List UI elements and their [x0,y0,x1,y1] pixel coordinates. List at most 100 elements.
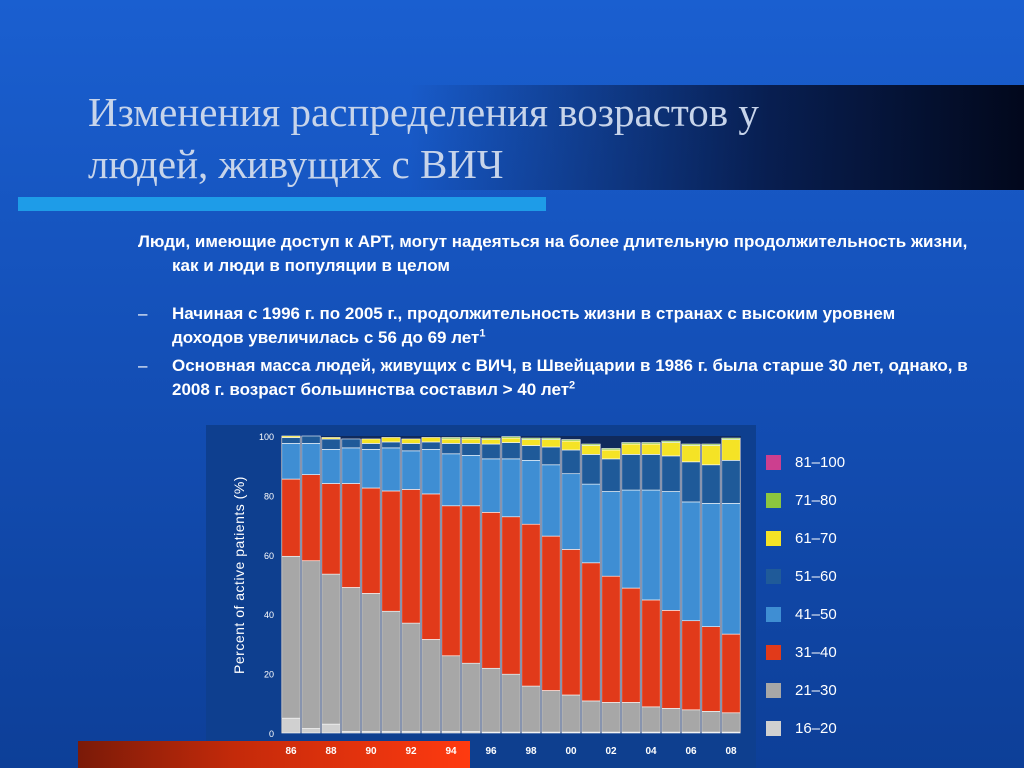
bar-segment [522,446,540,461]
x-tick-label: 96 [485,746,497,757]
bar-segment [682,621,700,710]
bar-segment [462,439,480,443]
legend-label: 21–30 [795,682,837,699]
legend-swatch [766,645,781,660]
bar-segment [602,702,620,732]
bar-segment [522,440,540,446]
bar-segment [642,454,660,490]
bar-segment [442,437,460,438]
x-tick-label: 90 [365,746,377,757]
bar-segment [562,441,580,450]
bar-segment [502,437,520,438]
bar-segment [562,549,580,695]
bar-segment [722,503,740,634]
x-tick-label: 06 [685,746,697,757]
bar-segment [722,634,740,713]
bar-segment [322,484,340,575]
bar-segment [682,710,700,732]
x-tick-label: 02 [605,746,617,757]
bar-segment [342,587,360,731]
bar-segment [662,708,680,732]
bar-segment [662,492,680,611]
bar-segment [542,438,560,439]
bar-segment [422,437,440,441]
x-tick-label: 86 [285,746,297,757]
bar-segment [402,623,420,731]
bar-segment [322,724,340,733]
bar-segment [322,449,340,483]
bar-segment [482,444,500,459]
bar-segment [582,454,600,484]
bar-segment [562,474,580,550]
bar-segment [622,702,640,732]
bar-segment [382,611,400,731]
legend-label: 51–60 [795,568,837,585]
bar-segment [422,442,440,449]
bar-segment [722,713,740,732]
legend-swatch [766,531,781,546]
bar-segment [382,448,400,491]
y-tick-label: 80 [264,491,274,501]
bar-segment [342,448,360,484]
legend-item: 21–30 [766,671,845,709]
bar-segment [422,639,440,731]
bar-segment [462,506,480,663]
legend-label: 41–50 [795,606,837,623]
bar-segment [402,439,420,443]
bar-segment [622,443,640,444]
bar-segment [362,488,380,593]
bar-segment [282,718,300,733]
bar-segment [322,439,340,449]
bar-segment [482,459,500,512]
legend-item: 51–60 [766,557,845,595]
x-tick-label: 08 [725,746,737,757]
bar-segment [462,455,480,505]
bar-segment [502,459,520,517]
legend-label: 16–20 [795,720,837,737]
bar-segment [482,438,500,439]
legend-swatch [766,721,781,736]
bar-segment [462,443,480,455]
bar-segment [602,576,620,702]
chart-legend: 81–100 71–80 61–70 51–60 41–50 31–40 21–30 16–2… [766,443,845,747]
bar-segment [622,444,640,454]
legend-item: 31–40 [766,633,845,671]
x-tick-label: 04 [645,746,657,757]
bar-segment [502,438,520,442]
bar-segment [682,444,700,445]
bar-segment [282,479,300,556]
y-tick-label: 60 [264,551,274,561]
bar-segment [302,729,320,733]
y-tick-label: 100 [259,432,274,442]
bar-segment [662,443,680,456]
y-tick-label: 0 [269,729,274,739]
bar-segment [442,506,460,656]
bar-segment [662,456,680,492]
bar-segment [302,443,320,474]
bar-segment [722,440,740,461]
bar-segment [282,436,300,437]
bar-segment [682,462,700,502]
legend-item: 81–100 [766,443,845,481]
legend-swatch [766,493,781,508]
legend-swatch [766,569,781,584]
bar-segment [702,503,720,626]
bar-segment [702,446,720,465]
bar-segment [402,443,420,450]
bar-segment [502,517,520,674]
bar-segment [582,444,600,445]
legend-label: 31–40 [795,644,837,661]
legend-swatch [766,607,781,622]
bar-segment [302,561,320,729]
bar-segment [662,610,680,708]
bar-segment [282,556,300,718]
bar-segment [722,460,740,503]
bar-segment [382,442,400,448]
bar-segment [602,459,620,492]
bar-segment [582,446,600,455]
bar-segment [542,447,560,465]
legend-item: 16–20 [766,709,845,747]
bar-segment [302,475,320,561]
bar-segment [482,512,500,668]
